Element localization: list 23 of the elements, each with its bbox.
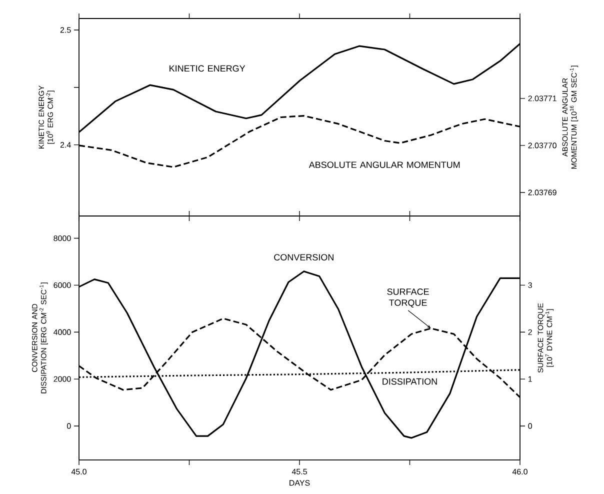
series-label: CONVERSION	[274, 254, 334, 260]
x-tick-label: 45.0	[71, 468, 86, 475]
y2-tick-label: 3	[528, 282, 532, 288]
y-tick-label: 8000	[54, 235, 71, 242]
y2-tick-label: 0	[528, 423, 532, 429]
y-tick-label: 4000	[54, 329, 71, 335]
y-tick-label: 2000	[54, 376, 71, 382]
x-tick-label: 46.0	[512, 468, 528, 475]
text: ABSOLUTE ANGULAR MOMENTUM	[308, 162, 460, 168]
y-tick-label: 2.5	[60, 27, 71, 33]
y-tick-label: 2.4	[60, 142, 71, 148]
y2-tick-label: 2.03769	[528, 190, 556, 196]
y-tick-label: 6000	[54, 282, 71, 288]
series-label: DISSIPATION	[382, 378, 437, 385]
x-axis-title: DAYS	[290, 480, 310, 486]
text: SURFACE TORQUE	[387, 288, 429, 308]
x-tick-label: 45.5	[292, 468, 307, 474]
y-tick-label: 0	[67, 423, 71, 429]
y2-tick-label: 1	[528, 376, 532, 382]
series-label: KINETIC ENERGY	[170, 65, 246, 72]
y2-tick-label: 2.03770	[528, 142, 556, 148]
y2-tick-label: 2.03771	[528, 96, 556, 102]
y2-tick-label: 2	[528, 329, 532, 335]
